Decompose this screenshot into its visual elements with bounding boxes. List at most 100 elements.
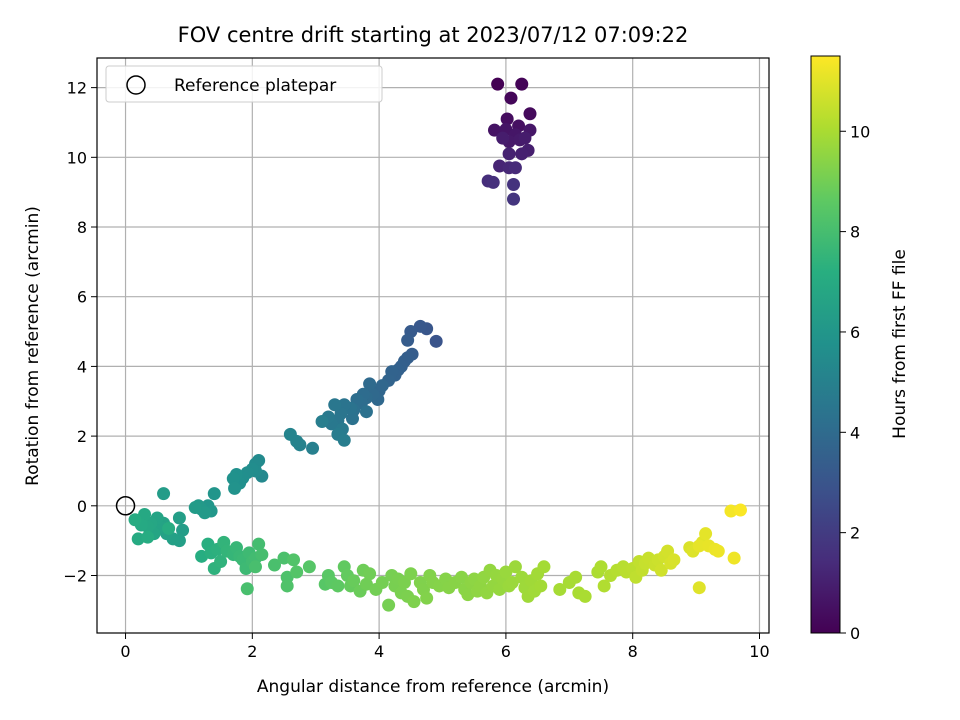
x-tick-label: 6 — [501, 642, 511, 661]
scatter-point — [505, 575, 519, 589]
legend-box — [105, 65, 383, 103]
legend: Reference platepar — [105, 65, 383, 103]
y-tick-label: 12 — [67, 79, 87, 98]
y-tick-label: 6 — [77, 288, 87, 307]
scatter-point — [534, 579, 548, 593]
colorbar-tick-label: 2 — [850, 524, 860, 543]
y-axis-title: Rotation from reference (arcmin) — [23, 206, 43, 486]
scatter-point — [727, 551, 741, 565]
scatter-point — [157, 487, 171, 501]
scatter-point — [507, 192, 521, 206]
scatter-point — [268, 558, 282, 572]
y-tick-label: 2 — [77, 427, 87, 446]
scatter-point — [302, 560, 316, 574]
scatter-point — [138, 508, 152, 522]
colorbar-title: Hours from first FF file — [890, 249, 910, 439]
x-tick-label: 10 — [749, 642, 769, 661]
scatter-point — [359, 577, 373, 591]
scatter-point — [287, 553, 301, 567]
scatter-point — [724, 504, 738, 518]
scatter-point — [141, 530, 155, 544]
legend-label: Reference platepar — [174, 76, 336, 96]
scatter-point — [654, 563, 668, 577]
scatter-point — [315, 414, 329, 428]
scatter-point — [331, 579, 345, 593]
x-tick-label: 8 — [628, 642, 638, 661]
gridlines — [97, 58, 769, 633]
scatter-point — [128, 513, 142, 527]
scatter-point — [172, 511, 186, 525]
x-tick-label: 2 — [247, 642, 257, 661]
scatter-point — [491, 77, 505, 91]
scatter-point — [401, 333, 415, 347]
scatter-point — [359, 405, 373, 419]
colorbar-tick-label: 0 — [850, 624, 860, 643]
scatter-point — [306, 441, 320, 455]
scatter-point — [375, 575, 389, 589]
scatter-point — [515, 77, 529, 91]
scatter-point — [226, 472, 240, 486]
x-axis-title: Angular distance from reference (arcmin) — [257, 677, 609, 697]
y-tick-label: 8 — [77, 218, 87, 237]
scatter-point — [345, 412, 359, 426]
reference-platepar-marker — [115, 496, 136, 516]
scatter-point — [214, 555, 228, 569]
scatter-point — [667, 553, 681, 567]
colorbar-tick-label: 6 — [850, 323, 860, 342]
scatter-point — [486, 175, 500, 189]
legend-marker-open-circle — [126, 75, 146, 95]
y-tick-label: 0 — [77, 497, 87, 516]
scatter-point — [207, 487, 221, 501]
scatter-point — [487, 123, 501, 137]
scatter-point — [162, 521, 176, 535]
scatter-point — [594, 560, 608, 574]
scatter-point — [500, 112, 514, 126]
scatter-point — [507, 178, 521, 191]
y-tick-label: 4 — [77, 357, 87, 376]
colorbar-tick-label: 4 — [850, 423, 860, 442]
scatter-point — [504, 91, 518, 105]
scatter-point — [502, 147, 516, 161]
scatter-point — [176, 523, 190, 537]
scatter-point — [228, 481, 242, 495]
x-tick-label: 4 — [374, 642, 384, 661]
scatter-point — [413, 319, 427, 333]
scatter-point — [337, 433, 351, 447]
scatter-point — [523, 107, 537, 121]
scatter-point — [508, 560, 522, 574]
scatter-point — [578, 589, 592, 603]
scatter-point — [375, 379, 389, 393]
scatter-point — [499, 565, 513, 579]
chart-title: FOV centre drift starting at 2023/07/12 … — [178, 23, 689, 47]
scatter-point — [404, 567, 418, 581]
scatter-point — [496, 131, 510, 145]
colorbar — [810, 55, 841, 634]
scatter-point — [252, 537, 266, 551]
scatter-point — [198, 506, 212, 520]
scatter-point — [508, 161, 522, 175]
scatter-points — [128, 77, 747, 612]
scatter-point — [188, 501, 202, 515]
scatter-point — [711, 544, 725, 558]
scatter-point — [290, 565, 304, 579]
scatter-point — [429, 334, 443, 348]
scatter-point — [455, 570, 469, 584]
scatter-point — [248, 560, 262, 574]
scatter-point — [569, 570, 583, 584]
plot-frame — [96, 57, 770, 634]
scatter-point — [280, 579, 294, 593]
scatter-point — [283, 427, 297, 441]
colorbar-tick-label: 10 — [850, 122, 870, 141]
scatter-point — [518, 131, 532, 145]
scatter-point — [553, 582, 567, 596]
scatter-point — [407, 595, 421, 609]
scatter-point — [363, 567, 377, 581]
colorbar-tick-label: 8 — [850, 223, 860, 242]
scatter-point — [255, 548, 269, 562]
scatter-point — [347, 574, 361, 588]
x-axis-ticks: 0 2 4 6 8 10 — [120, 633, 770, 661]
scatter-point — [420, 591, 434, 605]
scatter-point — [382, 598, 396, 612]
scatter-point — [515, 147, 529, 161]
scatter-point — [699, 527, 713, 541]
